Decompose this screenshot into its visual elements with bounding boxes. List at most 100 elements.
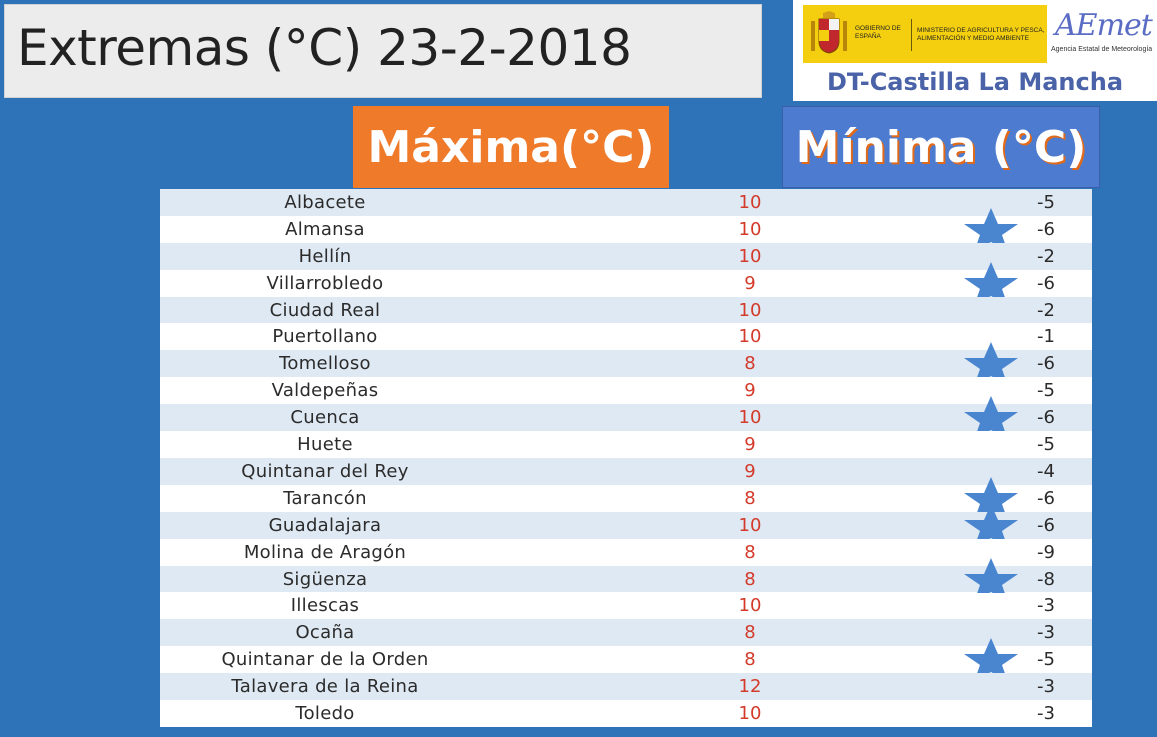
- table-row: Huete 9 -5: [160, 431, 1092, 458]
- max-temp: 10: [738, 326, 762, 348]
- max-temp: 8: [744, 622, 756, 644]
- government-banner: GOBIERNO DE ESPAÑA MINISTERIO DE AGRICUL…: [803, 5, 1047, 63]
- table-row: Puertollano 10 -1: [160, 323, 1092, 351]
- station-name: Cuenca: [290, 407, 360, 429]
- station-name: Tomelloso: [279, 353, 371, 375]
- max-temp: 8: [744, 353, 756, 375]
- station-name: Ocaña: [295, 622, 355, 644]
- min-column-header: Mínima (°C): [782, 106, 1100, 188]
- station-name: Almansa: [285, 218, 365, 240]
- station-name: Toledo: [295, 703, 355, 725]
- station-name: Ciudad Real: [269, 299, 381, 321]
- min-temp: -5: [1037, 649, 1055, 671]
- max-temp: 8: [744, 649, 756, 671]
- ministry-name: MINISTERIO DE AGRICULTURA Y PESCA, ALIME…: [917, 27, 1045, 42]
- star-icon: [964, 396, 1018, 441]
- aemet-logo: AEmet: [1055, 8, 1153, 43]
- star-icon: [964, 261, 1018, 306]
- table-row: Tomelloso 8 -6: [160, 342, 1092, 387]
- star-icon: [964, 476, 1018, 521]
- title-banner: Extremas (°C) 23-2-2018: [4, 4, 762, 98]
- min-temp: -6: [1037, 487, 1055, 509]
- aemet-subtitle: Agencia Estatal de Meteorología: [1051, 46, 1153, 53]
- max-temp: 8: [744, 487, 756, 509]
- max-temp: 12: [738, 676, 762, 698]
- station-name: Huete: [297, 434, 353, 456]
- min-temp: -3: [1037, 595, 1055, 617]
- max-temp: 9: [744, 460, 756, 482]
- page-title: Extremas (°C) 23-2-2018: [17, 19, 632, 77]
- min-temp: -2: [1037, 299, 1055, 321]
- min-temp: -2: [1037, 245, 1055, 267]
- max-temp: 10: [738, 299, 762, 321]
- min-temp: -4: [1037, 460, 1055, 482]
- table-row: Albacete 10 -5: [160, 189, 1092, 216]
- max-temp: 10: [738, 514, 762, 536]
- station-name: Illescas: [290, 595, 360, 617]
- station-name: Puertollano: [272, 326, 378, 348]
- table-row: Ocaña 8 -3: [160, 619, 1092, 647]
- min-temp: -6: [1037, 272, 1055, 294]
- table-row: Almansa 10 -6: [160, 207, 1092, 252]
- station-name: Quintanar del Rey: [241, 460, 409, 482]
- station-name: Quintanar de la Orden: [221, 649, 429, 671]
- star-icon: [964, 638, 1018, 683]
- max-temp: 10: [738, 595, 762, 617]
- temperature-table: Albacete 10 -5 Almansa 10 -6 Hellín 10 -2 Villarr…: [160, 189, 1092, 727]
- max-temp: 10: [738, 245, 762, 267]
- max-temp: 8: [744, 568, 756, 590]
- max-temp: 8: [744, 541, 756, 563]
- table-row: Tarancón 8 -6: [160, 476, 1092, 521]
- max-temp: 10: [738, 191, 762, 213]
- min-temp: -6: [1037, 514, 1055, 536]
- table-row: Valdepeñas 9 -5: [160, 377, 1092, 405]
- table-row: Illescas 10 -3: [160, 592, 1092, 620]
- table-row: Talavera de la Reina 12 -3: [160, 673, 1092, 701]
- table-row: Ciudad Real 10 -2: [160, 296, 1092, 324]
- station-name: Molina de Aragón: [243, 541, 407, 563]
- max-temp: 10: [738, 703, 762, 725]
- min-temp: -3: [1037, 622, 1055, 644]
- station-name: Albacete: [284, 191, 366, 213]
- station-name: Valdepeñas: [271, 380, 379, 402]
- star-icon: [964, 207, 1018, 252]
- station-name: Sigüenza: [282, 568, 368, 590]
- table-row: Cuenca 10 -6: [160, 396, 1092, 441]
- station-name: Guadalajara: [268, 514, 382, 536]
- max-temp: 9: [744, 380, 756, 402]
- max-column-header: Máxima(°C): [353, 106, 669, 188]
- max-column-label: Máxima(°C): [367, 121, 655, 173]
- table-row: Villarrobledo 9 -6: [160, 261, 1092, 306]
- min-temp: -1: [1037, 326, 1055, 348]
- table-row: Toledo 10 -3: [160, 700, 1092, 727]
- table-row: Guadalajara 10 -6: [160, 503, 1092, 548]
- station-name: Villarrobledo: [266, 272, 384, 294]
- max-temp: 9: [744, 434, 756, 456]
- logo-panel: GOBIERNO DE ESPAÑA MINISTERIO DE AGRICUL…: [793, 0, 1157, 101]
- min-temp: -6: [1037, 353, 1055, 375]
- table-row: Hellín 10 -2: [160, 242, 1092, 270]
- min-temp: -5: [1037, 191, 1055, 213]
- table-row: Sigüenza 8 -8: [160, 557, 1092, 602]
- min-temp: -6: [1037, 407, 1055, 429]
- government-name: GOBIERNO DE ESPAÑA: [855, 25, 901, 40]
- min-temp: -8: [1037, 568, 1055, 590]
- station-name: Tarancón: [283, 487, 367, 509]
- min-temp: -6: [1037, 218, 1055, 240]
- star-icon: [964, 557, 1018, 602]
- min-temp: -5: [1037, 434, 1055, 456]
- logo-divider: [911, 19, 912, 51]
- table-row: Molina de Aragón 8 -9: [160, 538, 1092, 566]
- star-icon: [964, 342, 1018, 387]
- table-row: Quintanar de la Orden 8 -5: [160, 638, 1092, 683]
- min-temp: -3: [1037, 703, 1055, 725]
- max-temp: 9: [744, 272, 756, 294]
- coat-of-arms-icon: [811, 11, 847, 54]
- min-temp: -9: [1037, 541, 1055, 563]
- max-temp: 10: [738, 218, 762, 240]
- min-temp: -3: [1037, 676, 1055, 698]
- min-column-label: Mínima (°C): [795, 121, 1087, 173]
- region-label: DT-Castilla La Mancha: [826, 68, 1124, 96]
- max-temp: 10: [738, 407, 762, 429]
- station-name: Talavera de la Reina: [231, 676, 419, 698]
